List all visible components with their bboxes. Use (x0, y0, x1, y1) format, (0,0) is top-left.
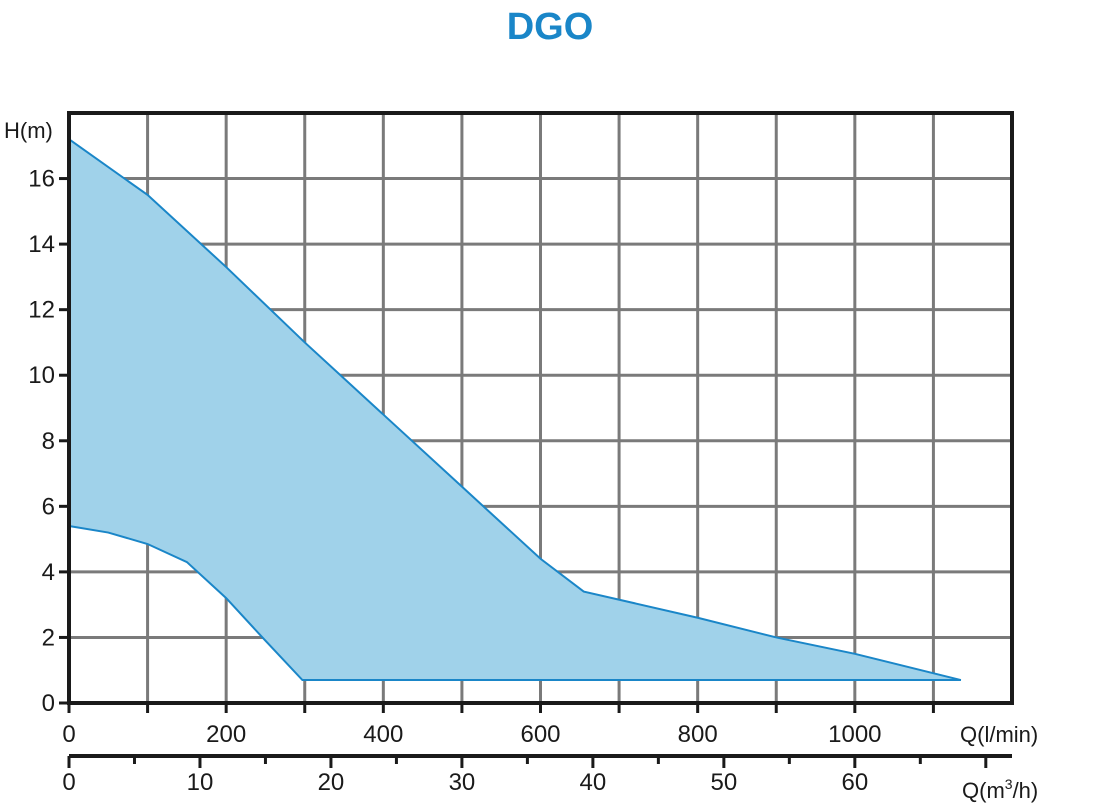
x2-tick-label: 40 (580, 769, 607, 796)
x-tick-label: 200 (206, 721, 246, 748)
x-axis-lmin: 0 200 400 600 800 1000 (62, 703, 935, 748)
x-axis-label-lmin: Q(l/min) (960, 722, 1038, 747)
y-tick-label: 14 (28, 231, 55, 258)
y-tick-label: 6 (42, 493, 55, 520)
y-tick-label: 8 (42, 428, 55, 455)
x-axis-m3h: 0 10 20 30 40 50 60 (62, 754, 1012, 796)
x2-tick-label: 20 (318, 769, 345, 796)
chart-title: DGO (506, 6, 594, 48)
performance-area (68, 138, 962, 682)
x-tick-label: 800 (678, 721, 718, 748)
y-tick-label: 2 (42, 624, 55, 651)
grid (69, 113, 1012, 703)
lower-curve (68, 525, 961, 682)
x2-tick-label: 30 (449, 769, 476, 796)
y-axis: 0 2 4 6 8 10 12 14 16 (28, 166, 69, 717)
x2-label-end: /h) (1013, 778, 1039, 803)
x-tick-label: 0 (62, 721, 75, 748)
x-tick-label: 600 (520, 721, 560, 748)
x-tick-label: 1000 (828, 721, 881, 748)
y-tick-label: 0 (42, 690, 55, 717)
y-tick-label: 12 (28, 297, 55, 324)
performance-area-fill (69, 139, 961, 681)
y-tick-label: 10 (28, 362, 55, 389)
x2-label-sup: 3 (1005, 776, 1013, 792)
x2-tick-label: 60 (841, 769, 868, 796)
x2-label-base: Q(m (962, 778, 1005, 803)
y-tick-label: 16 (28, 166, 55, 193)
x2-tick-label: 50 (711, 769, 738, 796)
x-axis-label-m3h: Q(m3/h) (962, 776, 1038, 803)
y-tick-label: 4 (42, 559, 55, 586)
x-tick-label: 400 (363, 721, 403, 748)
x2-tick-label: 0 (62, 769, 75, 796)
y-axis-label: H(m) (4, 118, 53, 143)
upper-curve (68, 138, 962, 682)
x2-tick-label: 10 (187, 769, 214, 796)
